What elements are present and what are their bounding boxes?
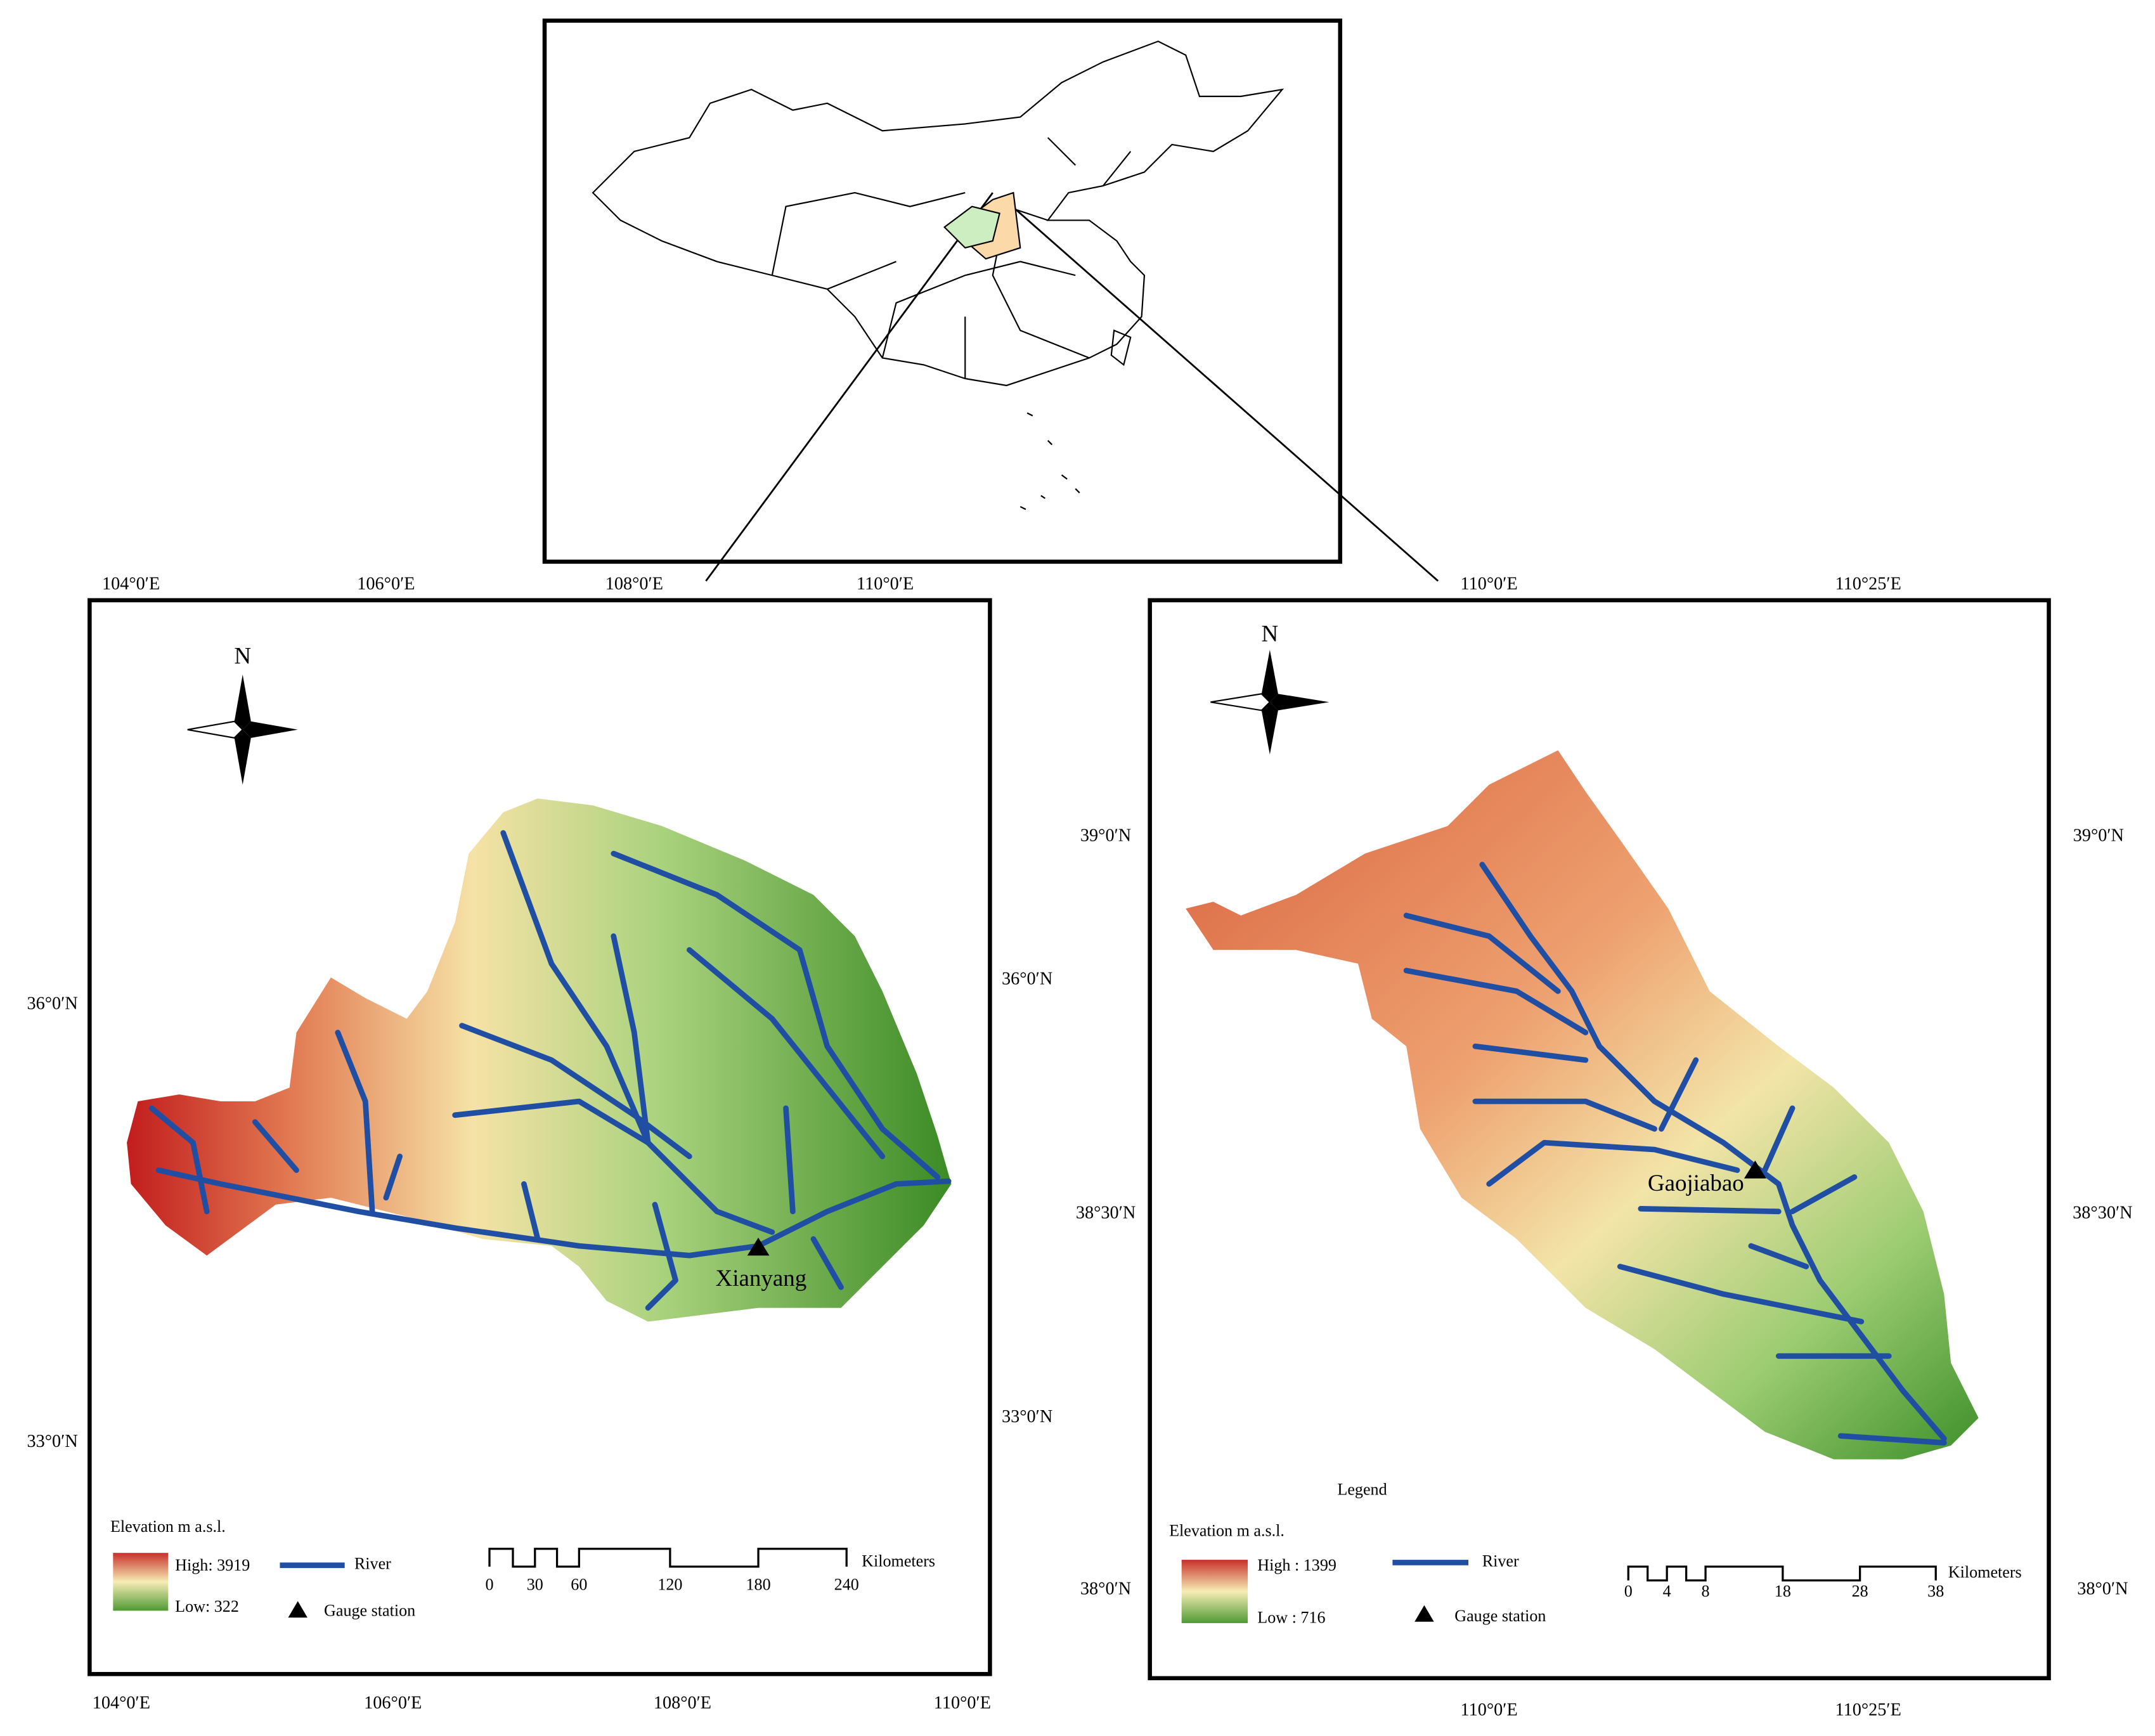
river bbox=[521, 1105, 844, 1311]
islands bbox=[1019, 412, 1080, 510]
rivers bbox=[148, 830, 1947, 1446]
station-label: Xianyang bbox=[716, 1265, 807, 1291]
longitude-label: 110°25′E bbox=[1835, 574, 1901, 593]
river bbox=[611, 850, 941, 1180]
longitude-label: 104°0′E bbox=[93, 1694, 150, 1713]
longitude-label: 110°0′E bbox=[1461, 1700, 1518, 1720]
latitude-label: 39°0′N bbox=[2073, 826, 2124, 846]
north-label: N bbox=[234, 642, 251, 668]
longitude-label: 108°0′E bbox=[654, 1694, 711, 1713]
longitude-label: 110°0′E bbox=[934, 1694, 991, 1713]
leader-line bbox=[705, 192, 993, 582]
right-basin bbox=[1186, 750, 1979, 1460]
river bbox=[452, 933, 692, 1160]
left-basin bbox=[127, 798, 952, 1322]
latitude-label: 38°0′N bbox=[2077, 1579, 2128, 1598]
river bbox=[1617, 1057, 1947, 1446]
legend-high: High: 3919 bbox=[175, 1556, 250, 1574]
scale-label: 0 bbox=[485, 1575, 493, 1593]
left-frame bbox=[87, 598, 992, 1676]
scale-unit: Kilometers bbox=[862, 1551, 935, 1570]
latitude-label: 36°0′N bbox=[1002, 969, 1052, 988]
latitude-label: 36°0′N bbox=[27, 994, 77, 1014]
scale-label: 180 bbox=[746, 1575, 771, 1593]
scale-label: 4 bbox=[1663, 1582, 1671, 1600]
scale-label: 8 bbox=[1702, 1582, 1710, 1600]
longitude-label: 110°25′E bbox=[1835, 1700, 1901, 1720]
legend-title: Elevation m a.s.l. bbox=[1169, 1522, 1285, 1540]
longitude-label: 108°0′E bbox=[605, 574, 663, 593]
river bbox=[500, 830, 775, 1235]
legend-river: River bbox=[1482, 1551, 1519, 1570]
island bbox=[1110, 329, 1132, 366]
north-arrow bbox=[1210, 649, 1330, 755]
gauge-station bbox=[1744, 1160, 1766, 1179]
basin-highlight bbox=[943, 205, 1000, 249]
station-label: Gaojiabao bbox=[1648, 1170, 1744, 1196]
latitude-label: 38°0′N bbox=[1080, 1579, 1131, 1598]
latitude-label: 33°0′N bbox=[27, 1432, 77, 1451]
legend-gauge: Gauge station bbox=[324, 1602, 415, 1620]
river bbox=[155, 1167, 952, 1259]
legend-graphics bbox=[113, 1548, 1937, 1623]
latitude-label: 39°0′N bbox=[1080, 826, 1131, 846]
legend-heading: Legend bbox=[1337, 1480, 1387, 1499]
legend-low: Low: 322 bbox=[175, 1597, 239, 1616]
gauge-swatch bbox=[288, 1601, 307, 1618]
legend-river: River bbox=[354, 1555, 391, 1573]
river bbox=[686, 947, 886, 1160]
latitude-label: 38°30′N bbox=[2073, 1203, 2132, 1223]
longitude-label: 106°0′E bbox=[357, 574, 415, 593]
latitude-label: 33°0′N bbox=[1002, 1407, 1052, 1427]
frames bbox=[87, 18, 2051, 1681]
country-outline bbox=[592, 40, 1285, 387]
scale-label: 30 bbox=[527, 1575, 543, 1593]
legend-low: Low : 716 bbox=[1257, 1608, 1325, 1626]
latitude-label: 38°30′N bbox=[1076, 1203, 1136, 1223]
north-arrow bbox=[187, 674, 298, 785]
river bbox=[1403, 912, 1740, 1187]
scale-unit: Kilometers bbox=[1948, 1563, 2022, 1581]
gauge-station bbox=[747, 1237, 770, 1256]
legend-title: Elevation m a.s.l. bbox=[110, 1517, 226, 1536]
scale-label: 60 bbox=[571, 1575, 587, 1593]
scale-label: 18 bbox=[1775, 1582, 1791, 1600]
elevation-ramp bbox=[1181, 1560, 1248, 1623]
gauge-swatch bbox=[1414, 1605, 1434, 1622]
leader-line bbox=[1008, 203, 1439, 582]
province-lines bbox=[771, 137, 1132, 379]
longitude-label: 104°0′E bbox=[102, 574, 160, 593]
longitude-label: 110°0′E bbox=[1461, 574, 1518, 593]
inset-map bbox=[592, 40, 1285, 510]
north-label: N bbox=[1262, 621, 1279, 647]
inset-frame bbox=[542, 18, 1343, 564]
scale-bar bbox=[1627, 1565, 1937, 1582]
scale-label: 38 bbox=[1927, 1582, 1944, 1600]
scale-label: 28 bbox=[1852, 1582, 1868, 1600]
river bbox=[1479, 862, 1947, 1442]
legend-gauge: Gauge station bbox=[1454, 1607, 1546, 1625]
right-frame bbox=[1148, 598, 2051, 1681]
legend-high: High : 1399 bbox=[1257, 1556, 1336, 1574]
scale-label: 120 bbox=[657, 1575, 682, 1593]
scale-label: 240 bbox=[834, 1575, 859, 1593]
longitude-label: 110°0′E bbox=[857, 574, 914, 593]
river bbox=[148, 1030, 403, 1215]
elevation-ramp bbox=[113, 1553, 169, 1611]
longitude-label: 106°0′E bbox=[364, 1694, 422, 1713]
scale-label: 0 bbox=[1624, 1582, 1633, 1600]
scale-bar bbox=[488, 1548, 848, 1568]
